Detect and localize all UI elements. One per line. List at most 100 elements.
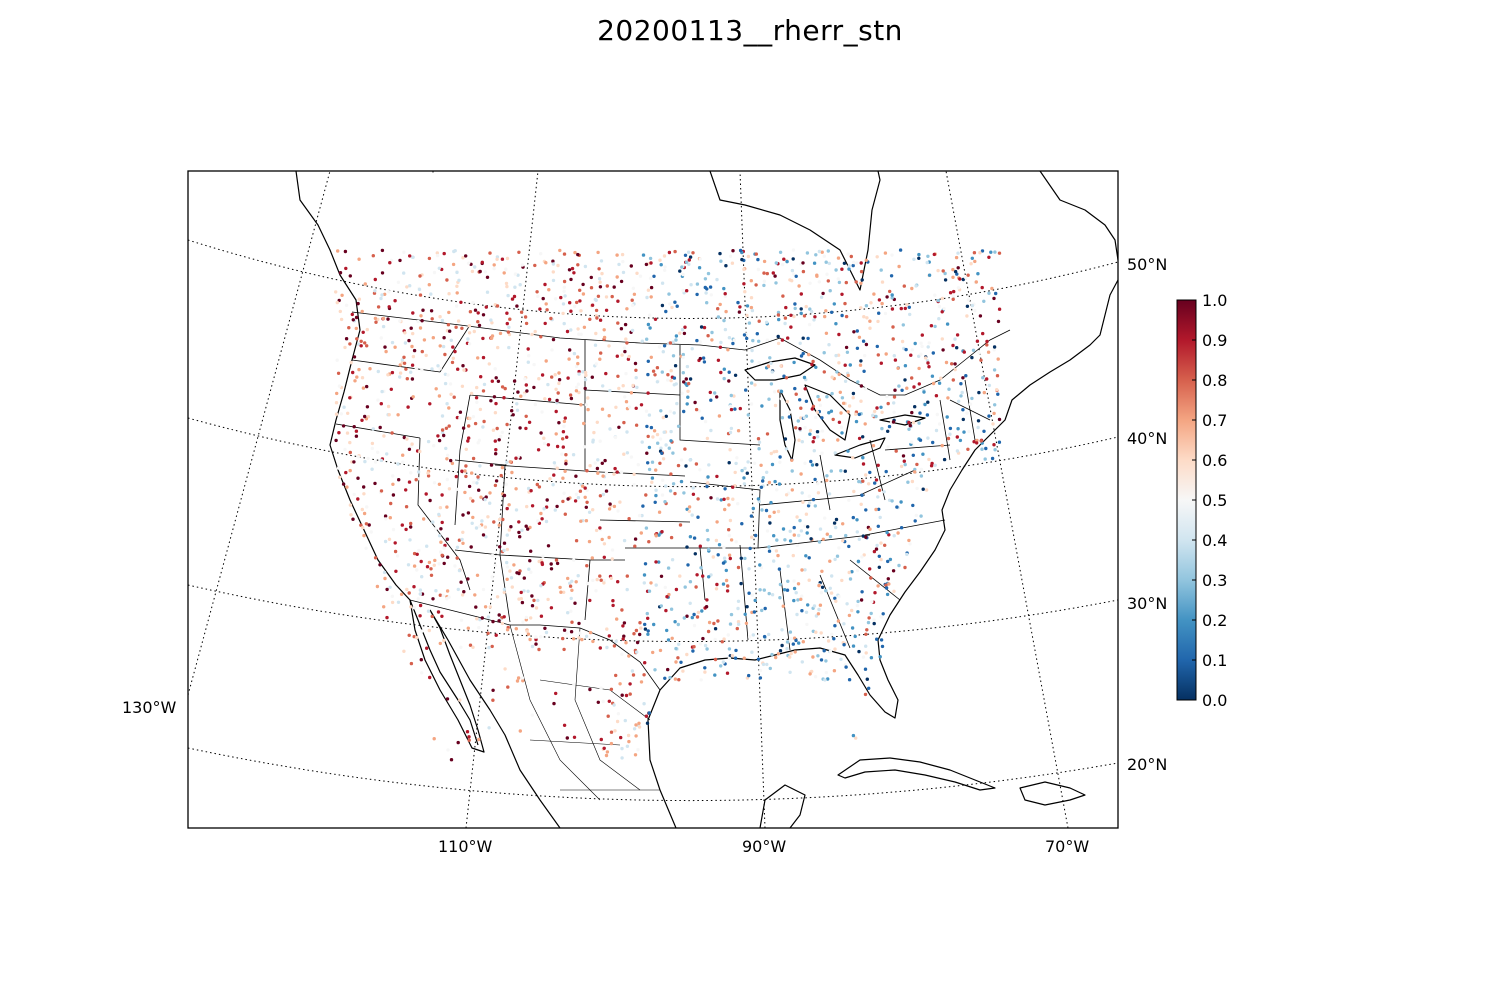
parallel-40n (188, 417, 1118, 488)
station-point (666, 378, 670, 382)
station-point (901, 323, 905, 327)
station-point (627, 739, 631, 744)
station-point (855, 568, 860, 573)
station-point (477, 488, 481, 492)
station-point (575, 385, 579, 389)
station-point (793, 306, 797, 311)
station-point (649, 285, 654, 290)
station-point (383, 345, 387, 349)
station-point (796, 582, 801, 586)
station-point (659, 446, 663, 450)
station-point (779, 389, 784, 394)
station-point (717, 543, 722, 547)
station-point (639, 531, 643, 535)
station-point (891, 420, 896, 424)
station-point (417, 287, 422, 292)
station-point (576, 496, 581, 500)
station-point (483, 270, 487, 274)
station-point (818, 403, 823, 407)
border-or-ca (335, 423, 421, 439)
station-point (530, 644, 535, 649)
station-point (561, 499, 565, 504)
station-point (873, 481, 877, 485)
station-point (933, 324, 937, 329)
station-point (534, 635, 538, 639)
station-point (595, 420, 599, 424)
station-point (862, 553, 866, 557)
station-point (974, 280, 978, 284)
station-point (864, 258, 868, 262)
station-point (643, 562, 648, 566)
station-point (780, 338, 785, 342)
station-point (440, 553, 444, 557)
station-point (746, 460, 750, 464)
station-point (569, 396, 574, 401)
station-point (624, 337, 628, 341)
station-point (783, 321, 787, 326)
station-point (704, 291, 708, 295)
station-point (370, 467, 374, 471)
station-point (397, 478, 401, 482)
border-ne-ks (599, 471, 691, 523)
station-point (984, 446, 988, 451)
station-point (355, 337, 359, 341)
station-point (777, 317, 781, 322)
station-point (689, 283, 693, 287)
station-point (442, 546, 446, 550)
station-point (705, 598, 709, 602)
station-point (953, 367, 957, 372)
station-point (551, 262, 556, 266)
station-point (376, 450, 380, 454)
station-point (884, 469, 888, 474)
station-point (431, 597, 435, 601)
station-point (543, 626, 547, 630)
station-point (394, 569, 398, 573)
station-point (699, 566, 703, 570)
station-point (806, 525, 810, 529)
station-point (859, 359, 863, 363)
station-point (562, 321, 566, 326)
station-point (987, 383, 992, 388)
station-point (883, 543, 887, 547)
station-point (443, 352, 447, 357)
station-point (623, 349, 627, 354)
station-point (474, 605, 478, 609)
station-point (625, 574, 629, 578)
station-point (936, 268, 940, 273)
station-point (505, 311, 509, 315)
station-point (774, 655, 778, 660)
station-point (430, 317, 434, 321)
station-point (583, 386, 587, 391)
station-point (806, 336, 810, 341)
station-point (588, 317, 592, 321)
station-point (623, 395, 627, 399)
station-point (487, 726, 491, 730)
station-point (833, 647, 837, 651)
station-point (836, 438, 840, 442)
station-point (348, 342, 352, 346)
station-point (804, 610, 809, 614)
station-point (856, 380, 860, 384)
station-point (500, 621, 505, 626)
station-point (691, 486, 695, 490)
station-point (825, 532, 829, 536)
station-point (808, 672, 812, 676)
station-point (990, 286, 994, 291)
station-point (521, 679, 525, 683)
station-point (804, 304, 808, 309)
station-point (352, 355, 357, 359)
station-point (747, 591, 751, 595)
station-point (418, 588, 423, 592)
station-point (707, 620, 712, 625)
station-point (447, 487, 452, 491)
station-point (828, 559, 832, 563)
station-point (660, 493, 665, 497)
labrador-coast (1039, 171, 1118, 261)
station-point (841, 522, 845, 526)
station-point (418, 603, 423, 608)
station-point (749, 296, 754, 300)
station-point (643, 622, 647, 627)
station-point (359, 523, 363, 527)
station-point (563, 469, 567, 473)
station-point (493, 411, 498, 415)
